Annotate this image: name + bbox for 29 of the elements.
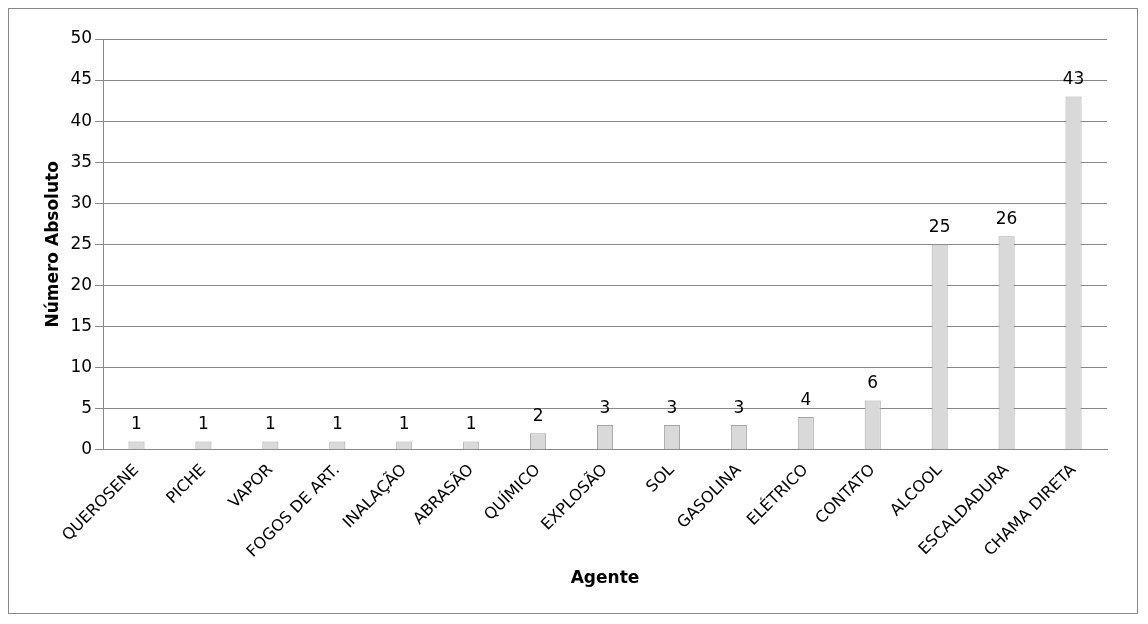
y-tick-label: 40 xyxy=(70,109,93,130)
data-label: 25 xyxy=(928,216,951,237)
x-axis-title: Agente xyxy=(570,567,640,588)
y-tick-label: 20 xyxy=(70,273,93,294)
data-label: 3 xyxy=(599,397,611,418)
data-label: 3 xyxy=(733,397,745,418)
data-label: 1 xyxy=(131,413,142,434)
data-label: 3 xyxy=(666,397,678,418)
y-tick-label: 0 xyxy=(81,438,93,459)
y-tick-label: 10 xyxy=(70,356,93,377)
data-label: 1 xyxy=(198,413,209,434)
data-label: 1 xyxy=(331,413,343,434)
y-tick-label: 25 xyxy=(70,232,93,253)
y-axis-title: Número Absoluto xyxy=(41,161,62,328)
x-tick-label: SOL xyxy=(641,459,678,496)
y-tick-label: 30 xyxy=(70,191,93,212)
data-label: 1 xyxy=(398,413,410,434)
data-label: 6 xyxy=(867,372,879,393)
data-label: 4 xyxy=(800,388,812,409)
data-label: 26 xyxy=(995,208,1018,229)
data-label: 2 xyxy=(532,405,544,426)
data-label: 43 xyxy=(1062,68,1085,89)
data-label: 1 xyxy=(465,413,477,434)
y-tick-label: 5 xyxy=(81,397,93,418)
y-tick-label: 35 xyxy=(70,150,93,171)
y-tick-label: 50 xyxy=(70,27,93,48)
y-tick-label: 15 xyxy=(70,314,93,335)
y-tick-label: 45 xyxy=(70,68,93,89)
data-label: 1 xyxy=(264,413,276,434)
